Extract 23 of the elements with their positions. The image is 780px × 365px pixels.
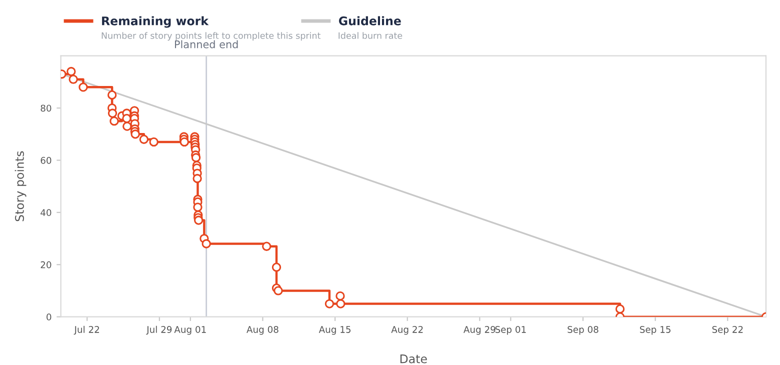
x-tick-label: Aug 29: [464, 326, 496, 335]
x-tick-label: Jul 22: [74, 326, 99, 335]
x-axis-title: Date: [400, 354, 427, 364]
x-tick-label: Jul 29: [146, 326, 172, 335]
y-tick-label: 0: [46, 314, 52, 320]
x-tick-label: Aug 22: [391, 326, 423, 335]
y-tick-label: 80: [40, 104, 52, 112]
x-tick-label: Aug 01: [174, 326, 206, 335]
x-tick-label: Sep 01: [495, 326, 526, 335]
y-axis-title: Story points: [14, 151, 26, 222]
text: Number of story points left to complete this sprint: [102, 32, 321, 41]
ref-line-label: Planned end: [175, 40, 238, 48]
x-tick-label: Sep 08: [568, 326, 598, 335]
legend-label: Guideline: [338, 16, 401, 26]
x-tick-label: Sep 15: [640, 326, 670, 335]
y-tick-label: 20: [40, 261, 52, 268]
text: Ideal burn rate: [338, 32, 402, 39]
legend-label: Remaining work: [102, 16, 209, 28]
x-tick-label: Sep 22: [712, 326, 743, 335]
x-tick-label: Aug 08: [246, 326, 278, 335]
x-tick-label: Aug 15: [318, 326, 350, 335]
y-tick-label: 60: [40, 156, 52, 164]
y-tick-label: 40: [40, 209, 52, 216]
